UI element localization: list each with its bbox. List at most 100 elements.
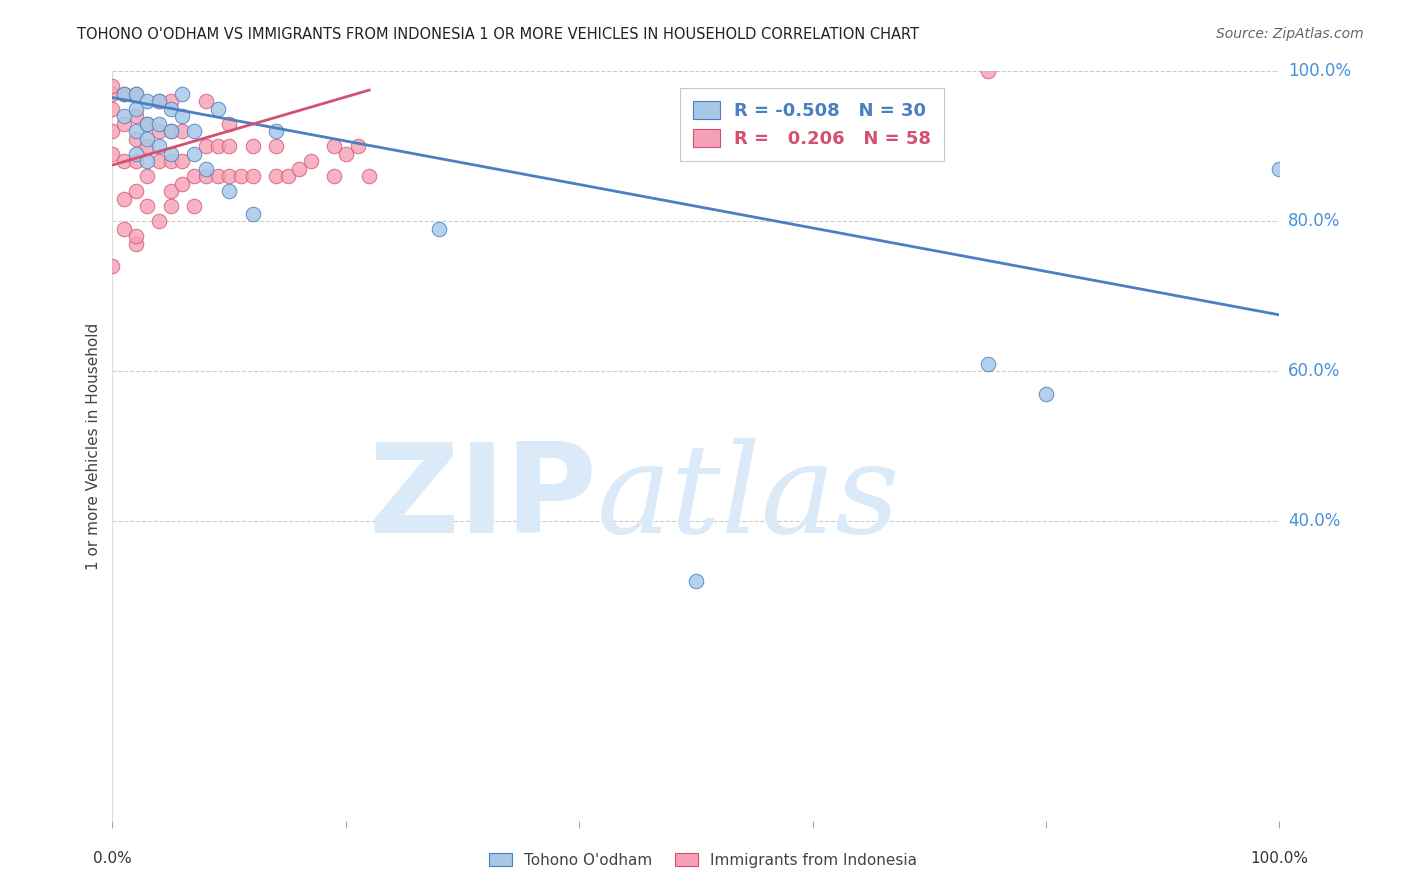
Point bbox=[125, 124, 148, 138]
Point bbox=[101, 124, 124, 138]
Point bbox=[148, 95, 170, 109]
Point bbox=[427, 221, 450, 235]
Point bbox=[112, 87, 135, 101]
Point bbox=[148, 214, 170, 228]
Point bbox=[207, 139, 229, 153]
Point bbox=[136, 199, 159, 213]
Point bbox=[242, 169, 264, 184]
Point bbox=[160, 102, 183, 116]
Point bbox=[160, 184, 183, 198]
Y-axis label: 1 or more Vehicles in Household: 1 or more Vehicles in Household bbox=[86, 322, 101, 570]
Text: 0.0%: 0.0% bbox=[93, 851, 132, 865]
Point bbox=[207, 169, 229, 184]
Point bbox=[112, 109, 135, 123]
Point bbox=[125, 236, 148, 251]
Point bbox=[148, 117, 170, 131]
Point bbox=[194, 139, 217, 153]
Point bbox=[101, 87, 124, 101]
Point bbox=[136, 169, 159, 184]
Point bbox=[125, 184, 148, 198]
Point bbox=[218, 184, 240, 198]
Text: 80.0%: 80.0% bbox=[1288, 212, 1340, 230]
Point bbox=[148, 154, 170, 169]
Point bbox=[125, 87, 148, 101]
Point bbox=[101, 259, 124, 273]
Point bbox=[136, 95, 159, 109]
Point bbox=[1268, 161, 1291, 176]
Point bbox=[136, 117, 159, 131]
Point bbox=[183, 124, 205, 138]
Text: TOHONO O'ODHAM VS IMMIGRANTS FROM INDONESIA 1 OR MORE VEHICLES IN HOUSEHOLD CORR: TOHONO O'ODHAM VS IMMIGRANTS FROM INDONE… bbox=[77, 27, 920, 42]
Point bbox=[242, 207, 264, 221]
Point bbox=[160, 124, 183, 138]
Text: 60.0%: 60.0% bbox=[1288, 362, 1340, 380]
Point bbox=[299, 154, 322, 169]
Point bbox=[148, 95, 170, 109]
Point bbox=[112, 154, 135, 169]
Text: atlas: atlas bbox=[596, 438, 900, 559]
Point bbox=[359, 169, 381, 184]
Point bbox=[160, 199, 183, 213]
Point bbox=[207, 102, 229, 116]
Point bbox=[335, 146, 357, 161]
Point bbox=[218, 117, 240, 131]
Text: ZIP: ZIP bbox=[368, 438, 596, 559]
Point bbox=[172, 109, 194, 123]
Point bbox=[125, 87, 148, 101]
Point bbox=[112, 221, 135, 235]
Point bbox=[160, 146, 183, 161]
Point bbox=[172, 154, 194, 169]
Point bbox=[112, 117, 135, 131]
Point bbox=[264, 124, 287, 138]
Point bbox=[172, 177, 194, 191]
Point bbox=[194, 161, 217, 176]
Point bbox=[346, 139, 368, 153]
Point bbox=[136, 154, 159, 169]
Point bbox=[264, 139, 287, 153]
Point bbox=[194, 95, 217, 109]
Point bbox=[125, 154, 148, 169]
Text: Source: ZipAtlas.com: Source: ZipAtlas.com bbox=[1216, 27, 1364, 41]
Point bbox=[976, 64, 998, 78]
Legend: R = -0.508   N = 30, R =   0.206   N = 58: R = -0.508 N = 30, R = 0.206 N = 58 bbox=[681, 88, 943, 161]
Point bbox=[172, 124, 194, 138]
Point bbox=[148, 139, 170, 153]
Point bbox=[183, 199, 205, 213]
Point bbox=[125, 102, 148, 116]
Point bbox=[276, 169, 298, 184]
Point bbox=[160, 154, 183, 169]
Point bbox=[218, 169, 240, 184]
Point bbox=[976, 357, 998, 371]
Point bbox=[172, 87, 194, 101]
Legend: Tohono O'odham, Immigrants from Indonesia: Tohono O'odham, Immigrants from Indonesi… bbox=[481, 845, 925, 875]
Point bbox=[125, 132, 148, 146]
Point bbox=[194, 169, 217, 184]
Point bbox=[685, 574, 707, 588]
Point bbox=[218, 139, 240, 153]
Point bbox=[323, 169, 346, 184]
Point bbox=[264, 169, 287, 184]
Point bbox=[125, 229, 148, 244]
Text: 40.0%: 40.0% bbox=[1288, 512, 1340, 530]
Point bbox=[136, 132, 159, 146]
Point bbox=[101, 146, 124, 161]
Point bbox=[183, 169, 205, 184]
Point bbox=[288, 161, 311, 176]
Point bbox=[323, 139, 346, 153]
Point bbox=[136, 117, 159, 131]
Point bbox=[242, 139, 264, 153]
Text: 100.0%: 100.0% bbox=[1288, 62, 1351, 80]
Point bbox=[160, 95, 183, 109]
Point bbox=[125, 146, 148, 161]
Point bbox=[148, 124, 170, 138]
Point bbox=[160, 124, 183, 138]
Point bbox=[1035, 386, 1057, 401]
Point bbox=[229, 169, 252, 184]
Point bbox=[183, 146, 205, 161]
Text: 100.0%: 100.0% bbox=[1250, 851, 1309, 865]
Point bbox=[101, 102, 124, 116]
Point bbox=[112, 87, 135, 101]
Point bbox=[101, 79, 124, 94]
Point bbox=[136, 139, 159, 153]
Point bbox=[112, 192, 135, 206]
